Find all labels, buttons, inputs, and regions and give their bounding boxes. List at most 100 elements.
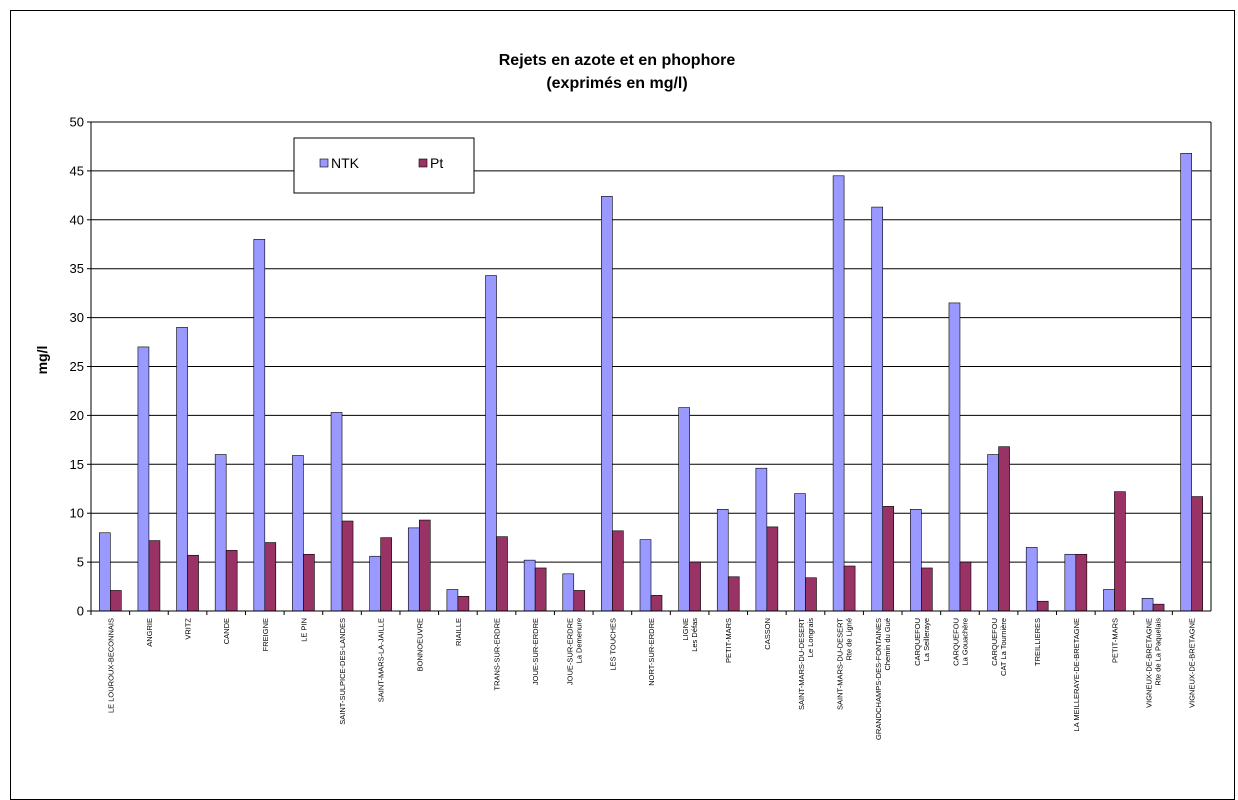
bar-pt — [496, 536, 508, 612]
x-tick-label: JOUE-SUR-ERDRE — [565, 618, 574, 685]
bar-ntk — [176, 327, 188, 612]
bar-pt — [341, 520, 354, 612]
bar-ntk — [601, 196, 613, 612]
bar-ntk — [369, 555, 381, 612]
bar-pt — [1152, 603, 1165, 612]
bar-ntk — [330, 412, 343, 612]
bar-ntk — [446, 589, 459, 612]
bar-ntk — [137, 346, 150, 612]
bar-pt — [1036, 600, 1049, 612]
x-tick-label: SAINT-SULPICE-DES-LANDES — [338, 618, 347, 725]
bar-ntk — [214, 454, 227, 612]
bar-pt — [225, 550, 238, 612]
x-tick-label: CARQUEFOU — [951, 618, 960, 666]
x-tick-label: BONNOEUVRE — [415, 618, 424, 671]
bar-pt — [264, 542, 277, 612]
x-tick-label: SAINT-MARS-DU-DESERT — [836, 618, 845, 710]
x-tick-label: PETIT-MARS — [724, 618, 733, 663]
bar-pt — [534, 567, 547, 612]
bar-ntk — [99, 532, 111, 612]
bar-chart: Rejets en azote et en phophore (exprimés… — [34, 52, 1212, 740]
legend: NTK Pt — [293, 137, 475, 194]
y-tick-label: 25 — [70, 359, 84, 374]
x-tick-label: LES TOUCHES — [608, 618, 617, 671]
bar-pt — [573, 590, 586, 612]
bar-pt — [1075, 553, 1088, 612]
y-tick-label: 15 — [70, 457, 84, 472]
chart-title: Rejets en azote et en phophore — [499, 52, 736, 69]
bar-pt — [303, 553, 315, 612]
bar-pt — [187, 554, 199, 612]
x-tick-label: La Demenure — [574, 618, 583, 663]
x-tick-label: CARQUEFOU — [990, 618, 999, 666]
bar-pt — [650, 595, 663, 612]
legend-label-pt: Pt — [430, 155, 443, 171]
x-tick-label: Les Défas — [690, 618, 699, 652]
bar-pt — [110, 590, 122, 612]
bar-ntk — [794, 493, 806, 612]
bar-ntk — [253, 239, 266, 612]
x-tick-label: ANGRIE — [145, 618, 154, 647]
bar-pt — [457, 596, 470, 612]
chart-frame: Rejets en azote et en phophore (exprimés… — [10, 10, 1235, 800]
x-tick-label: VRITZ — [184, 618, 193, 640]
bar-pt — [1191, 496, 1203, 612]
legend-swatch-pt — [418, 158, 428, 168]
x-tick-label: CARQUEFOU — [913, 618, 922, 666]
bar-ntk — [1180, 152, 1192, 612]
x-tick-label: LA MEILLERAYE-DE-BRETAGNE — [1072, 618, 1081, 732]
bar-pt — [959, 561, 972, 612]
bar-ntk — [1025, 547, 1038, 612]
bar-pt — [805, 577, 817, 612]
bar-ntk — [639, 539, 652, 612]
bar-pt — [921, 567, 933, 612]
y-tick-label: 35 — [70, 261, 84, 276]
x-tick-labels: LE LOUROUX-BECONNAIS ANGRIE VRITZ CANDE FREI… — [90, 611, 1197, 740]
x-tick-label: Chemin du Gué — [883, 618, 892, 671]
bar-ntk — [523, 559, 536, 612]
x-tick-label: LE LOUROUX-BECONNAIS — [106, 618, 115, 713]
gridlines — [87, 121, 1211, 612]
bar-ntk — [871, 206, 884, 612]
x-tick-label: JOUE-SUR-ERDRE — [531, 618, 540, 685]
bar-ntk — [716, 508, 729, 612]
x-tick-label: TREILLIERES — [1033, 618, 1042, 666]
bars — [99, 152, 1203, 612]
bar-pt — [380, 537, 392, 612]
bar-pt — [882, 506, 895, 612]
bar-ntk — [485, 275, 497, 612]
y-tick-labels: 0 5 10 15 20 25 30 35 40 45 50 — [70, 115, 84, 619]
x-tick-label: FREIGNE — [261, 618, 270, 651]
bar-ntk — [292, 455, 304, 612]
chart-subtitle: (exprimés en mg/l) — [546, 75, 687, 92]
bar-pt — [689, 561, 701, 612]
bar-ntk — [1103, 589, 1115, 612]
bar-ntk — [987, 454, 999, 612]
bar-ntk — [948, 302, 961, 612]
bar-pt — [998, 446, 1010, 612]
x-tick-label: VIGNEUX-DE-BRETAGNE — [1188, 618, 1197, 708]
bar-pt — [148, 540, 161, 612]
bar-pt — [766, 526, 779, 612]
legend-label-ntk: NTK — [331, 155, 360, 171]
bar-pt — [1114, 491, 1126, 612]
y-tick-label: 45 — [70, 163, 84, 178]
x-tick-label: Rte de La Paquelais — [1154, 618, 1163, 686]
bar-ntk — [1064, 553, 1077, 612]
bar-pt — [843, 565, 856, 612]
y-tick-label: 0 — [77, 604, 84, 619]
bar-pt — [727, 576, 740, 612]
bar-ntk — [678, 407, 690, 612]
bar-pt — [612, 530, 624, 612]
axes — [90, 122, 1212, 612]
x-tick-label: Rte de Ligné — [845, 618, 854, 661]
x-tick-label: CASSON — [763, 618, 772, 650]
y-tick-label: 10 — [70, 506, 84, 521]
x-tick-label: GRANDCHAMPS-DES-FONTAINES — [874, 618, 883, 740]
x-tick-label: PETIT-MARS — [1110, 618, 1119, 663]
x-tick-label: LIGNE — [681, 618, 690, 641]
y-tick-label: 20 — [70, 408, 84, 423]
x-tick-label: SAINT-MARS-DU-DESERT — [797, 618, 806, 710]
x-tick-label: La Gouachère — [960, 618, 969, 666]
x-tick-label: SAINT-MARS-LA-JAILLE — [377, 618, 386, 702]
